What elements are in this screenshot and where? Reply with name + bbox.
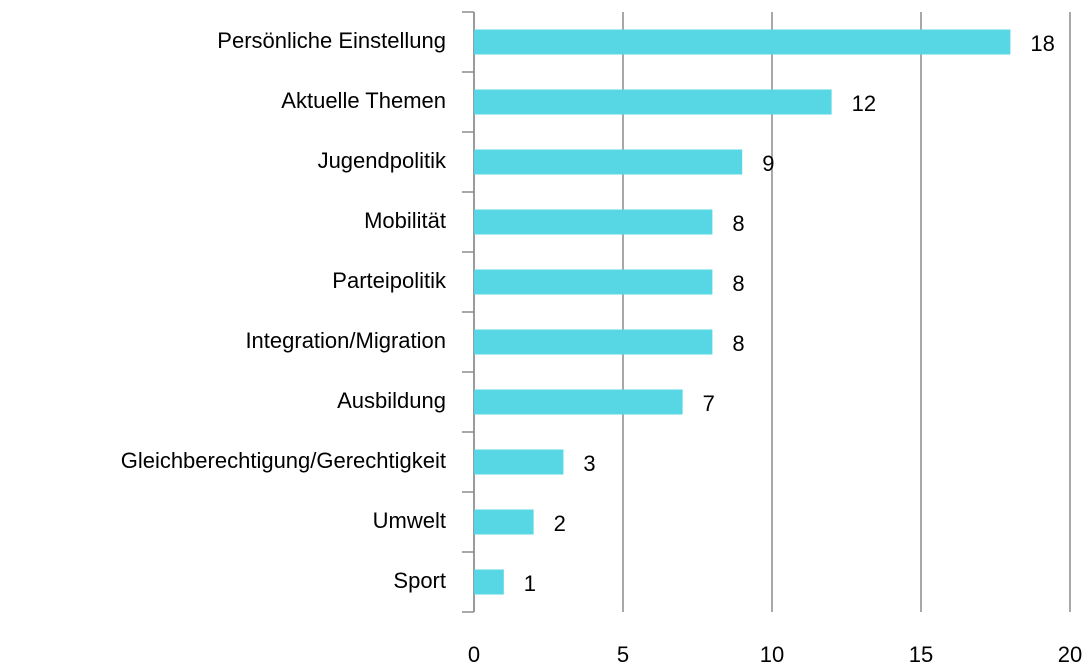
data-label: 9 bbox=[762, 151, 774, 176]
y-tick-label: Aktuelle Themen bbox=[281, 88, 446, 113]
y-tick-label: Umwelt bbox=[373, 508, 446, 533]
data-label: 2 bbox=[554, 511, 566, 536]
data-label: 8 bbox=[732, 211, 744, 236]
x-tick-label: 20 bbox=[1058, 642, 1082, 667]
data-label: 7 bbox=[703, 391, 715, 416]
bar bbox=[474, 29, 1011, 55]
bar bbox=[474, 269, 713, 295]
y-tick-label: Jugendpolitik bbox=[318, 148, 447, 173]
data-label: 18 bbox=[1030, 31, 1054, 56]
bar bbox=[474, 569, 504, 595]
y-tick-label: Gleichberechtigung/Gerechtigkeit bbox=[121, 448, 446, 473]
bar bbox=[474, 209, 713, 235]
data-label: 3 bbox=[583, 451, 595, 476]
y-tick-label: Ausbildung bbox=[337, 388, 446, 413]
y-tick-label: Persönliche Einstellung bbox=[217, 28, 446, 53]
data-label: 8 bbox=[732, 271, 744, 296]
bar bbox=[474, 149, 743, 175]
y-tick-label: Integration/Migration bbox=[245, 328, 446, 353]
x-tick-label: 5 bbox=[617, 642, 629, 667]
bar bbox=[474, 89, 832, 115]
bar bbox=[474, 329, 713, 355]
x-tick-label: 0 bbox=[468, 642, 480, 667]
bar bbox=[474, 449, 564, 475]
data-label: 12 bbox=[852, 91, 876, 116]
x-tick-label: 15 bbox=[909, 642, 933, 667]
y-tick-label: Mobilität bbox=[364, 208, 446, 233]
bar bbox=[474, 509, 534, 535]
x-tick-label: 10 bbox=[760, 642, 784, 667]
y-tick-label: Parteipolitik bbox=[332, 268, 447, 293]
data-label: 8 bbox=[732, 331, 744, 356]
data-label: 1 bbox=[524, 571, 536, 596]
y-tick-label: Sport bbox=[393, 568, 446, 593]
bar bbox=[474, 389, 683, 415]
